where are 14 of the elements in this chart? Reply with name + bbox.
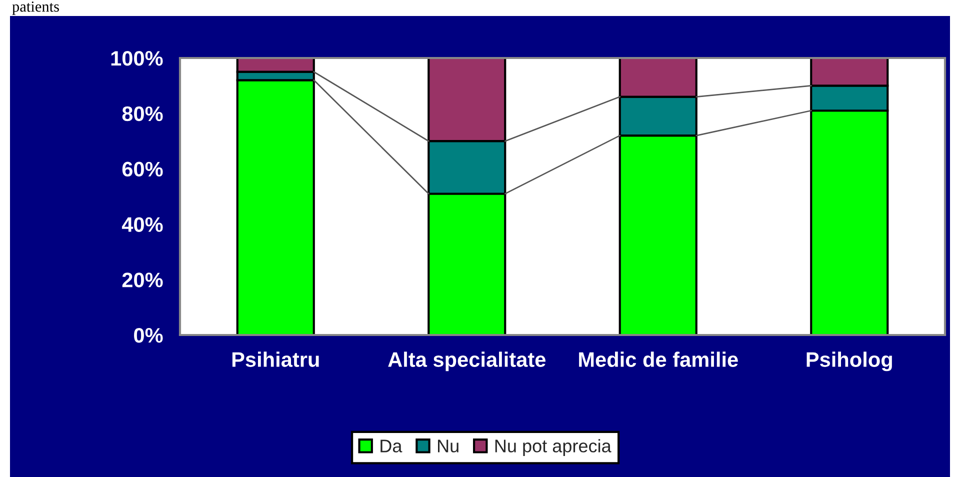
x-tick-label: Psihiatru [232,352,319,367]
y-tick-label: 0% [134,328,163,343]
text: patients [12,1,59,15]
x-tick-label: Medic de familie [579,352,738,367]
legend-label: Da [380,440,402,452]
y-tick-label: 80% [122,106,163,122]
x-tick-label: Alta specialitate [388,352,546,372]
legend-label: Nu [438,440,458,452]
y-tick-label: 100% [111,51,163,66]
y-tick-label: 40% [122,217,163,232]
x-tick-label: Psiholog [806,352,892,372]
y-tick-label: 20% [122,272,163,288]
legend-label: Nu pot aprecia [495,439,612,456]
y-tick-label: 60% [122,162,163,177]
